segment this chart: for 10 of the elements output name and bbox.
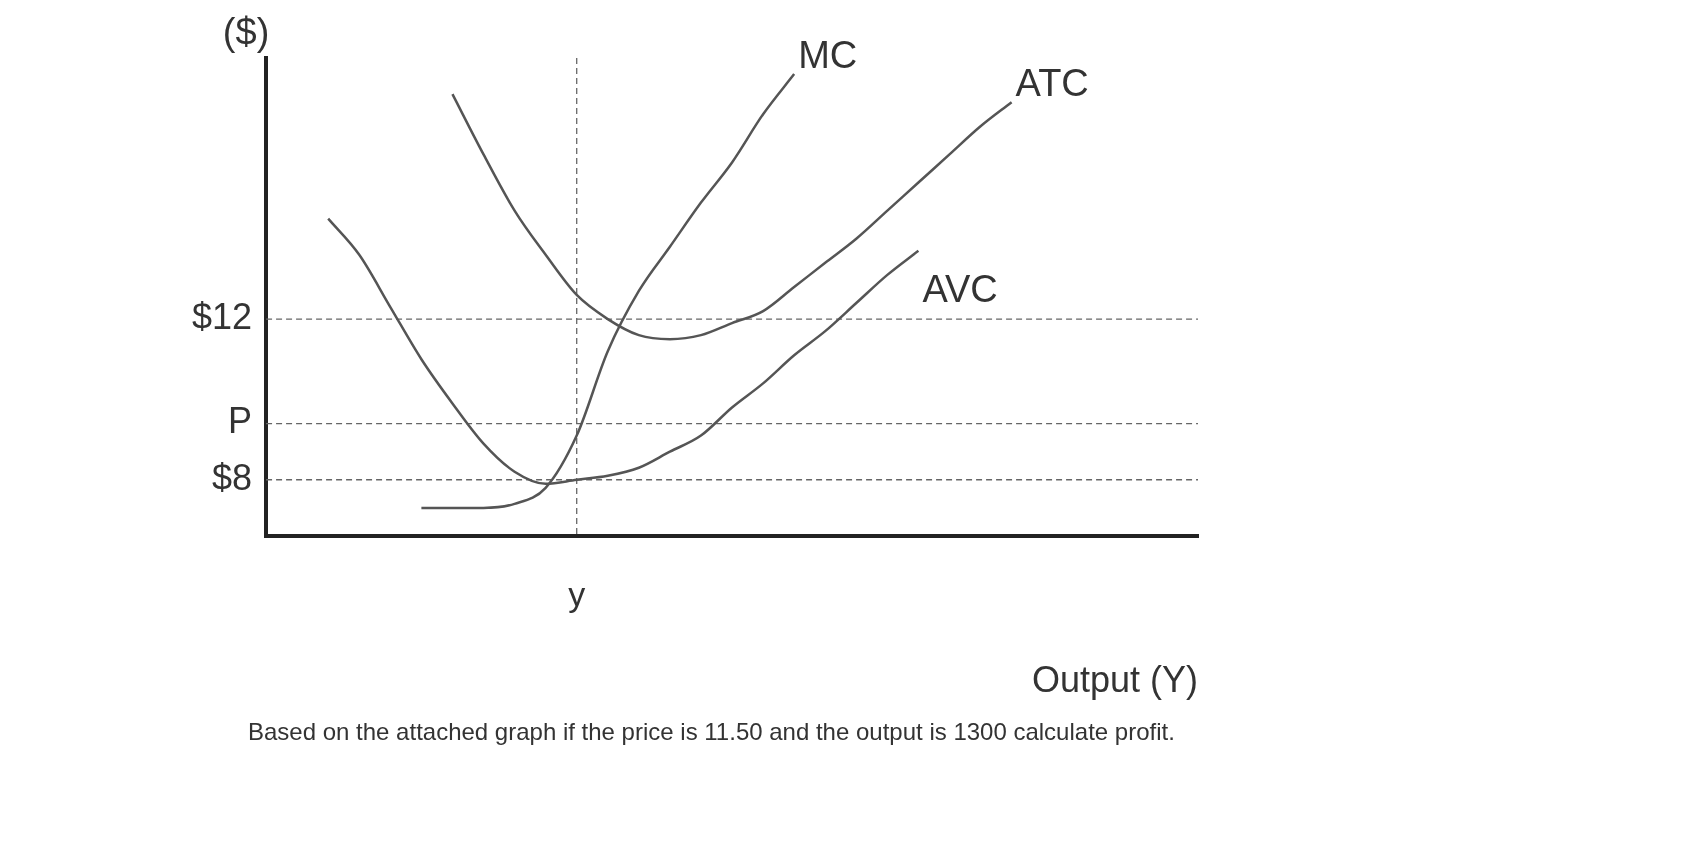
x-axis-title: Output (Y) — [1031, 659, 1198, 701]
y-tick-label: $12 — [191, 296, 253, 338]
x-tick-label: y — [568, 574, 586, 613]
text: Based on the attached graph if the price is 11.50 and the output is 1300 calculate profit. — [248, 718, 1176, 746]
y-axis-title: ($) — [222, 11, 270, 54]
series-label: ATC — [1015, 61, 1089, 104]
y-tick-label: $8 — [212, 456, 253, 498]
y-tick-label: P — [228, 400, 253, 442]
series-label: MC — [798, 33, 858, 76]
series-label: AVC — [922, 268, 998, 311]
